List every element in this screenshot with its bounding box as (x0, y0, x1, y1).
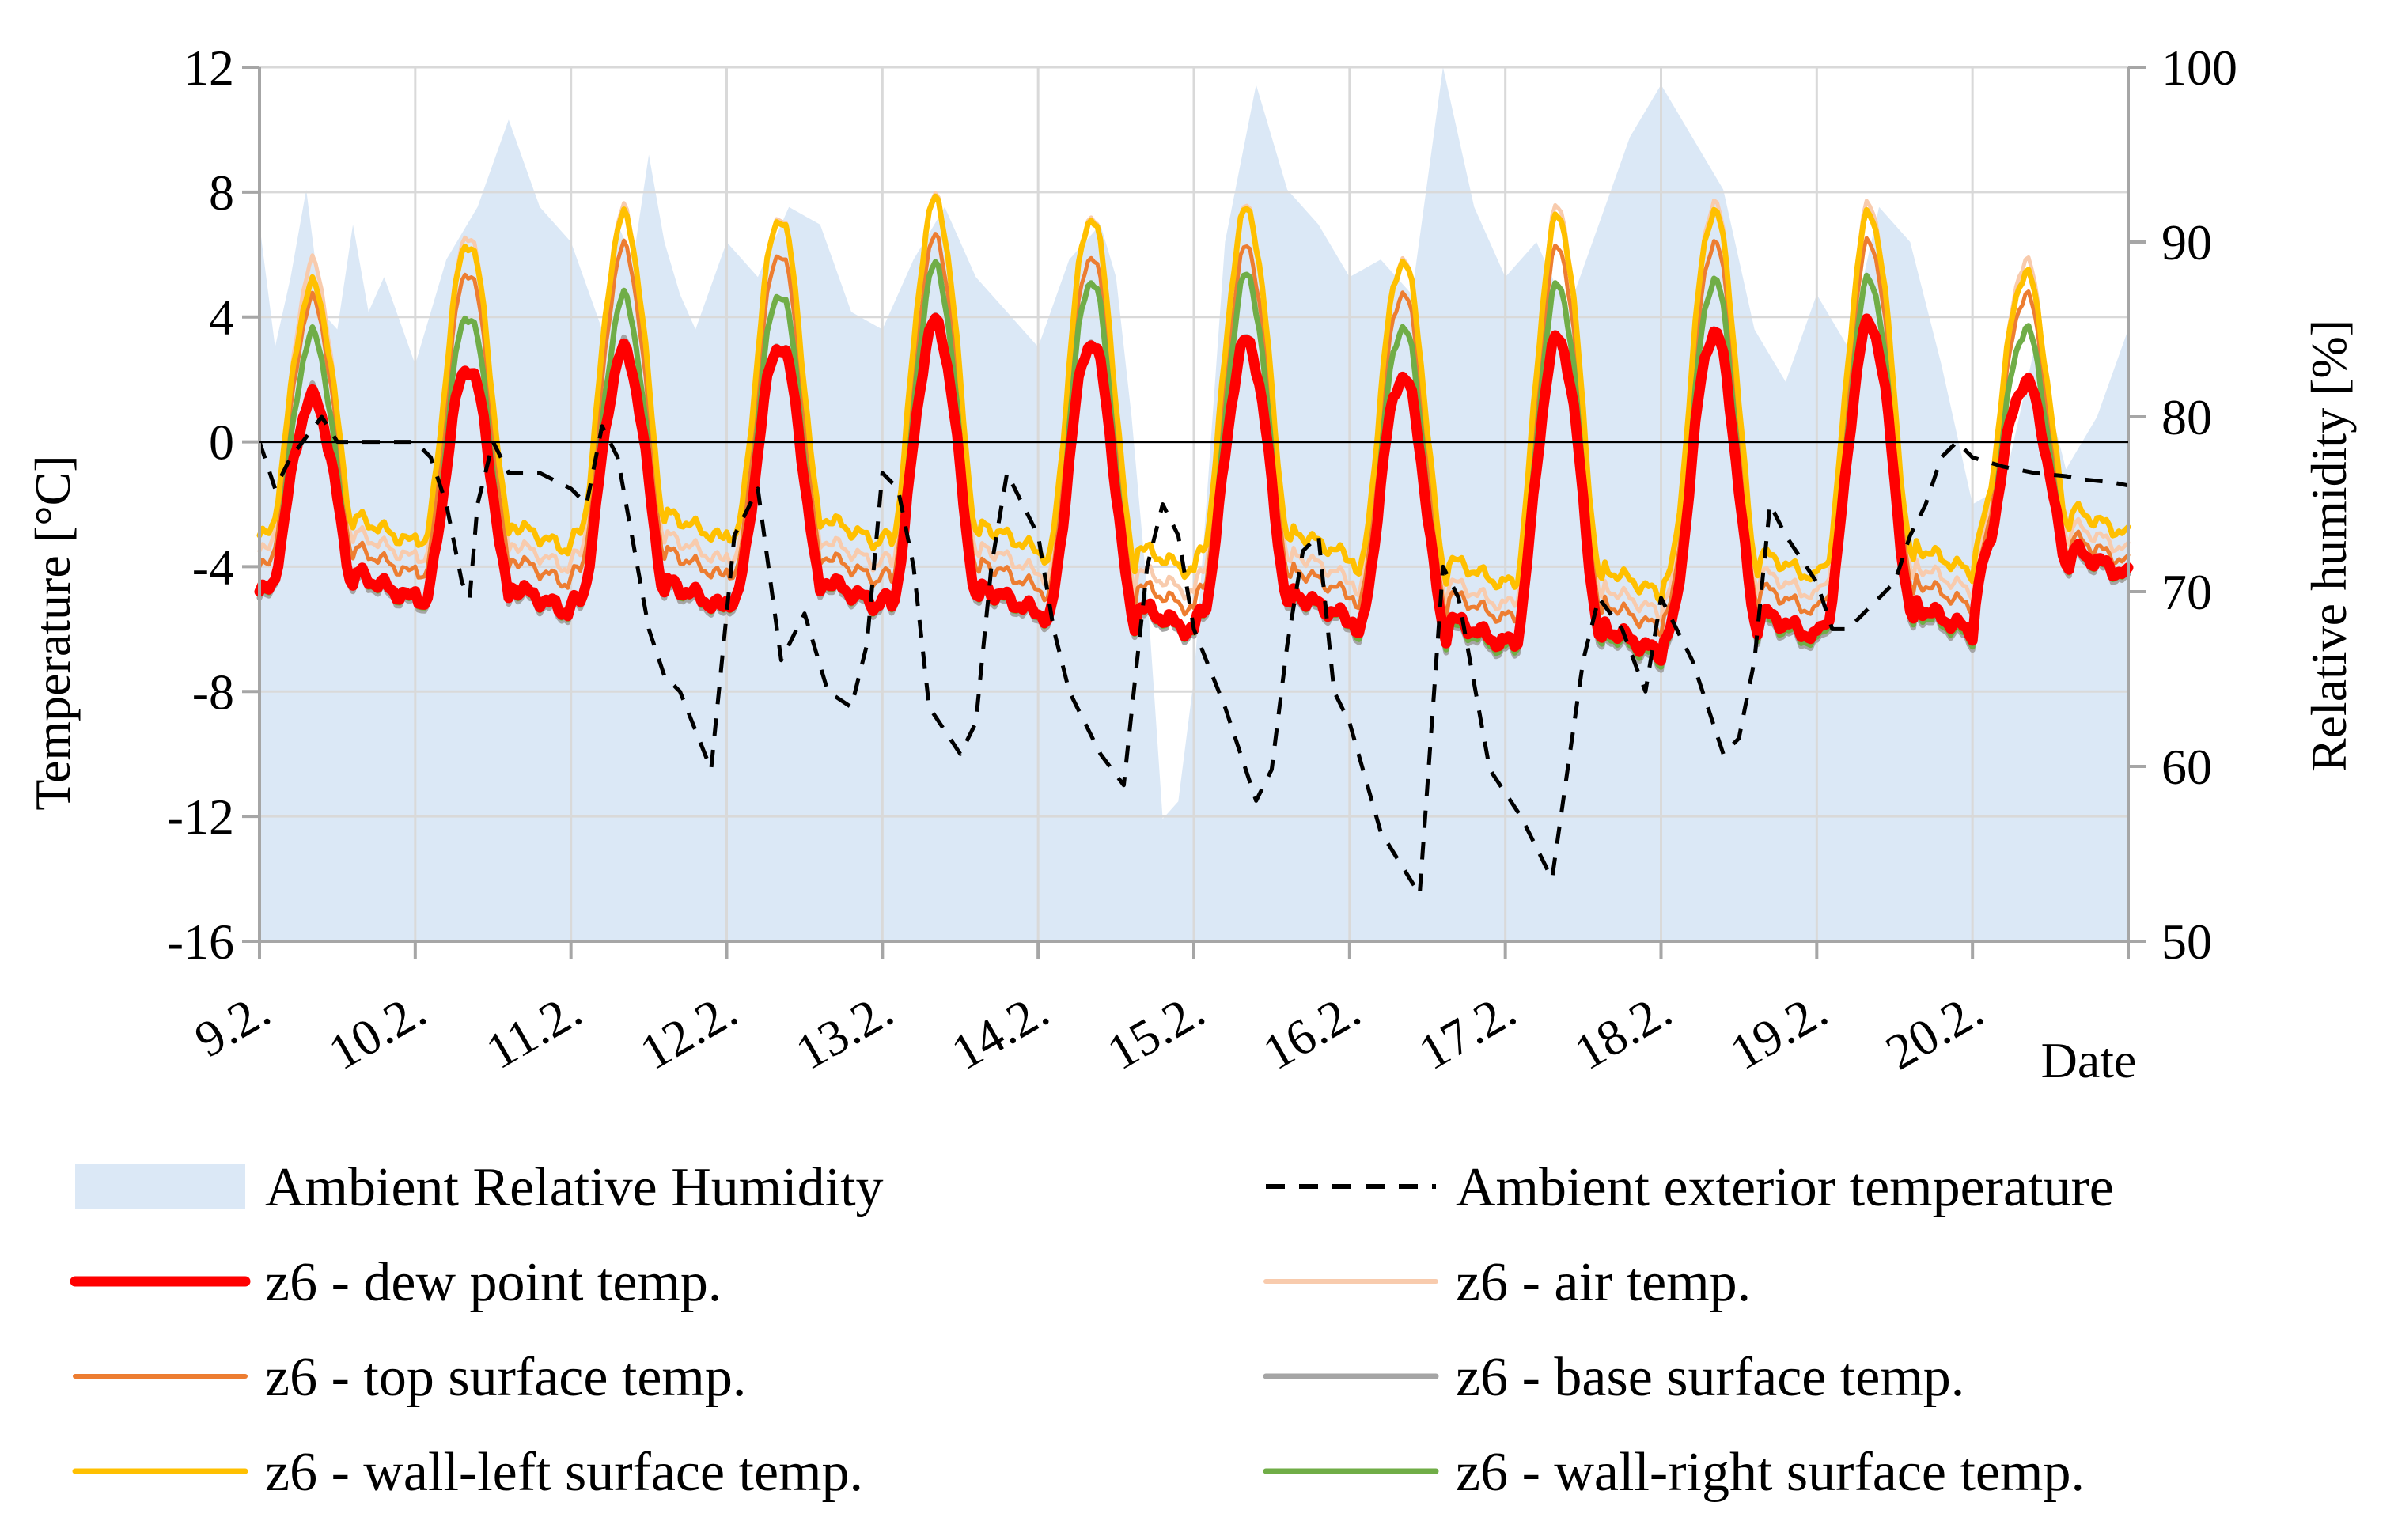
series-z6-air-temp (257, 191, 2131, 622)
y2-tick-label: 50 (2161, 914, 2212, 970)
y-tick-label: -8 (192, 664, 234, 720)
x-axis-title: Date (2041, 1032, 2137, 1088)
legend-label: z6 - air temp. (1456, 1252, 1751, 1313)
x-tick-label: 14.2. (942, 982, 1058, 1080)
legend-item-ambient-exterior-temperature: Ambient exterior temperature (1266, 1157, 2114, 1218)
x-tick-label: 9.2. (185, 982, 279, 1068)
legend-item-z6-base-surface-temp: z6 - base surface temp. (1263, 1347, 1964, 1408)
x-tick-label: 19.2. (1721, 982, 1836, 1080)
series-z6-wall-left-surface-temp (256, 193, 2131, 604)
y2-tick-label: 70 (2161, 564, 2212, 620)
legend-item-ambient-relative-humidity: Ambient Relative Humidity (75, 1157, 884, 1218)
legend-swatch (75, 1164, 245, 1209)
legend-label: z6 - wall-left surface temp. (265, 1442, 863, 1503)
y-tick-label: 12 (184, 40, 234, 96)
series-ambient-exterior-temperature (257, 414, 2129, 897)
legend-label: z6 - wall-right surface temp. (1456, 1442, 2085, 1503)
series-z6-top-surface-temp (257, 232, 2131, 638)
y-tick-label: 8 (209, 165, 234, 221)
legend-label: z6 - base surface temp. (1456, 1347, 1964, 1408)
legend-label: Ambient exterior temperature (1456, 1157, 2114, 1218)
y-tick-label: 0 (209, 414, 234, 471)
x-tick-label: 11.2. (476, 982, 590, 1080)
x-tick-label: 17.2. (1409, 982, 1525, 1080)
y-tick-label: -4 (192, 539, 234, 595)
x-tick-label: 10.2. (319, 982, 434, 1080)
x-tick-label: 15.2. (1098, 982, 1214, 1080)
legend-label: z6 - top surface temp. (265, 1347, 746, 1408)
axes-layer (242, 66, 2146, 959)
y-tick-label: 4 (209, 289, 234, 346)
x-tick-label: 16.2. (1253, 982, 1369, 1080)
y-axis-title: Temperature [°C] (25, 455, 81, 810)
y-tick-label: -12 (167, 789, 234, 845)
y2-tick-label: 80 (2161, 389, 2212, 445)
y2-tick-label: 100 (2161, 40, 2237, 96)
legend-item-z6-wall-right-surface-temp: z6 - wall-right surface temp. (1263, 1442, 2085, 1503)
legend-label: Ambient Relative Humidity (265, 1157, 884, 1218)
y-tick-label: -16 (167, 914, 234, 970)
x-tick-label: 20.2. (1877, 982, 1992, 1080)
legend-item-z6-top-surface-temp: z6 - top surface temp. (73, 1347, 746, 1408)
x-tick-label: 12.2. (631, 982, 746, 1080)
series-layer (254, 191, 2134, 897)
legend-item-z6-wall-left-surface-temp: z6 - wall-left surface temp. (72, 1442, 863, 1503)
y2-axis-title: Relative humidity [%] (2301, 320, 2357, 772)
x-tick-label: 13.2. (786, 982, 902, 1080)
y2-tick-label: 90 (2161, 214, 2212, 271)
x-tick-label: 18.2. (1565, 982, 1680, 1080)
legend-item-z6-dew-point-temp: z6 - dew point temp. (70, 1252, 722, 1313)
legend-label: z6 - dew point temp. (265, 1252, 722, 1313)
legend: Ambient Relative Humidity Ambient exterio… (70, 1157, 2114, 1503)
legend-item-z6-air-temp: z6 - air temp. (1263, 1252, 1751, 1313)
y2-tick-label: 60 (2161, 739, 2212, 795)
